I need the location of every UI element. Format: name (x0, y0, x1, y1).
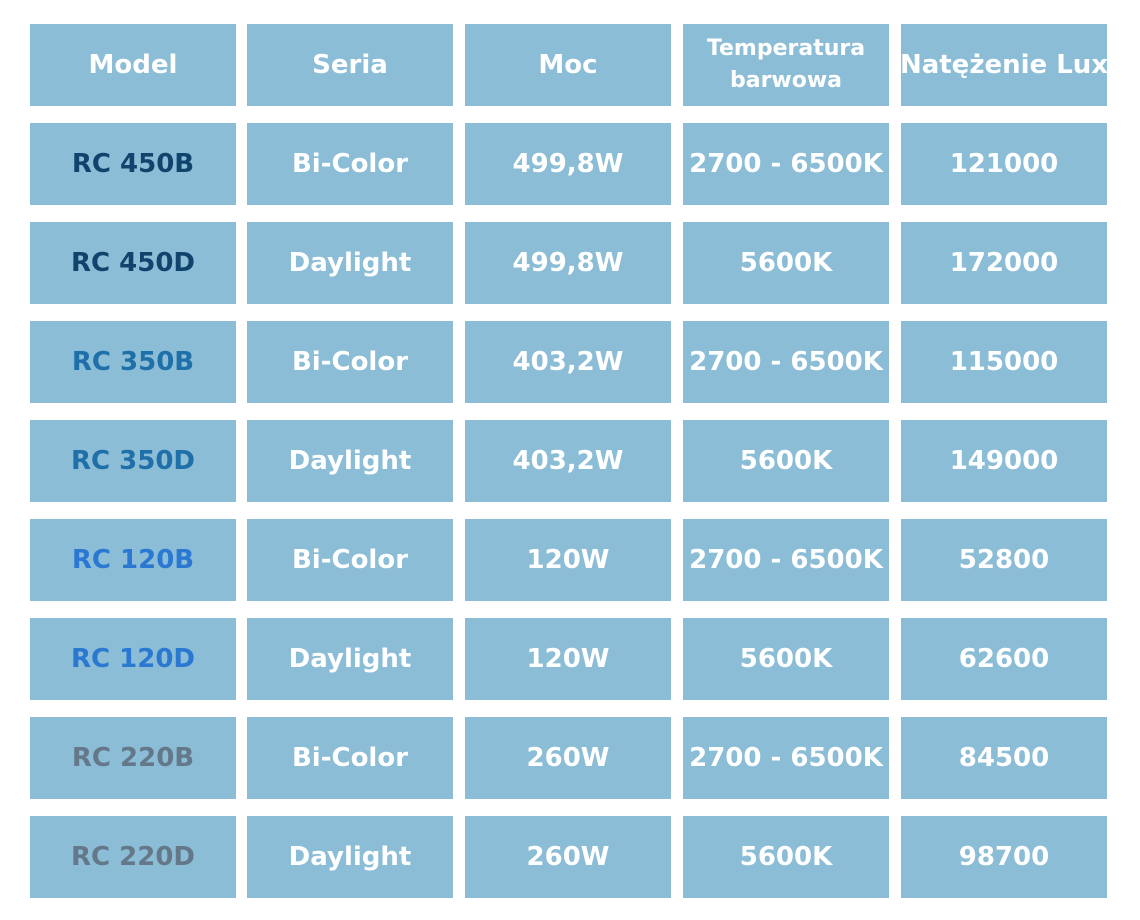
table-cell-lux: 172000 (901, 222, 1107, 304)
table-cell-temperature: 5600K (683, 618, 889, 700)
table-cell-series: Daylight (247, 618, 453, 700)
table-cell-lux: 98700 (901, 816, 1107, 898)
table-cell-model: RC 450B (30, 123, 236, 205)
table-cell-temperature: 2700 - 6500K (683, 123, 889, 205)
table-cell-series: Bi-Color (247, 717, 453, 799)
table-cell-lux: 62600 (901, 618, 1107, 700)
header-temperature: Temperatura barwowa (683, 24, 889, 106)
header-power: Moc (465, 24, 671, 106)
table-cell-lux: 52800 (901, 519, 1107, 601)
header-lux: Natężenie Lux (900, 24, 1108, 106)
table-cell-series: Bi-Color (247, 321, 453, 403)
table-cell-temperature: 2700 - 6500K (683, 321, 889, 403)
header-temperature-line1: Temperatura (706, 36, 866, 61)
table-cell-temperature: 5600K (683, 420, 889, 502)
table-cell-power: 499,8W (465, 222, 671, 304)
table-cell-temperature: 5600K (683, 222, 889, 304)
table-cell-model: RC 450D (30, 222, 236, 304)
table-cell-temperature: 2700 - 6500K (683, 519, 889, 601)
table-cell-power: 120W (465, 519, 671, 601)
table-cell-model: RC 120B (30, 519, 236, 601)
table-cell-series: Daylight (247, 816, 453, 898)
table-cell-temperature: 2700 - 6500K (683, 717, 889, 799)
table-cell-model: RC 350B (30, 321, 236, 403)
table-cell-model: RC 350D (30, 420, 236, 502)
table-cell-power: 499,8W (465, 123, 671, 205)
table-cell-series: Daylight (247, 420, 453, 502)
header-temperature-line2: barwowa (729, 68, 843, 93)
table-cell-power: 260W (465, 816, 671, 898)
table-cell-model: RC 220D (30, 816, 236, 898)
header-series: Seria (247, 24, 453, 106)
table-cell-lux: 121000 (901, 123, 1107, 205)
table-cell-power: 403,2W (465, 321, 671, 403)
table-cell-model: RC 220B (30, 717, 236, 799)
table-cell-power: 260W (465, 717, 671, 799)
table-cell-lux: 84500 (901, 717, 1107, 799)
table-cell-model: RC 120D (30, 618, 236, 700)
table-cell-lux: 115000 (901, 321, 1107, 403)
table-cell-power: 403,2W (465, 420, 671, 502)
table-cell-series: Bi-Color (247, 123, 453, 205)
table-cell-series: Bi-Color (247, 519, 453, 601)
header-model: Model (30, 24, 236, 106)
table-cell-temperature: 5600K (683, 816, 889, 898)
table-cell-series: Daylight (247, 222, 453, 304)
table-cell-lux: 149000 (901, 420, 1107, 502)
table-cell-power: 120W (465, 618, 671, 700)
